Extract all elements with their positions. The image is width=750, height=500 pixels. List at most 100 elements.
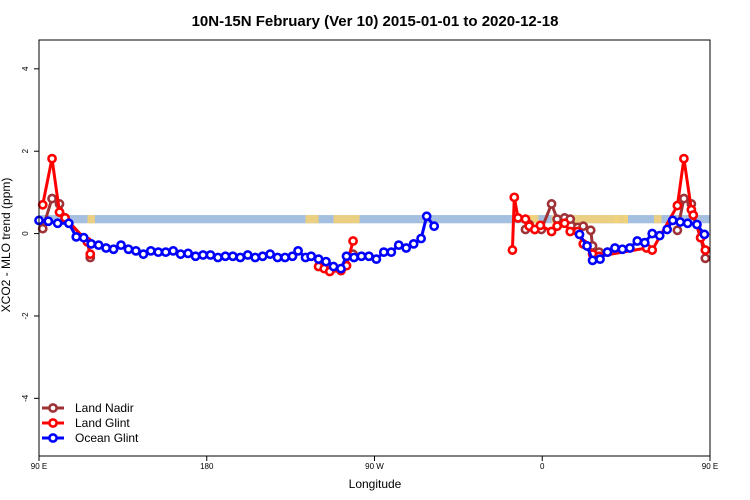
land-segment <box>654 215 662 224</box>
data-point <box>688 210 699 220</box>
land-segment <box>614 215 628 224</box>
data-point <box>43 216 54 227</box>
data-point <box>183 248 194 259</box>
y-tick-label: -4 <box>21 394 30 402</box>
legend-swatch-marker <box>48 403 58 413</box>
data-point <box>227 251 238 262</box>
data-point <box>356 251 367 262</box>
data-point <box>675 217 686 227</box>
x-tick-label: 90 E <box>31 462 47 471</box>
data-point <box>617 244 628 255</box>
data-point <box>507 245 518 255</box>
data-point <box>416 233 426 244</box>
data-point <box>198 250 208 260</box>
legend-entry: Ocean Glint <box>42 431 139 445</box>
data-point <box>348 236 358 246</box>
data-point <box>662 224 673 235</box>
legend-entry: Land Nadir <box>42 401 134 415</box>
data-point <box>546 199 557 209</box>
data-point <box>116 240 126 251</box>
data-point <box>287 251 298 262</box>
data-point <box>520 214 531 225</box>
data-point <box>63 218 74 229</box>
data-point <box>672 225 683 236</box>
legend-swatch-marker <box>48 433 58 443</box>
data-point <box>371 254 382 265</box>
data-point <box>595 254 605 265</box>
legend-label: Ocean Glint <box>75 431 139 445</box>
data-point <box>667 215 678 226</box>
y-tick-label: 4 <box>21 66 30 71</box>
data-point <box>349 252 359 263</box>
data-point <box>578 221 589 232</box>
y-tick-label: -2 <box>21 312 30 320</box>
data-point <box>321 256 331 267</box>
data-point <box>336 263 346 274</box>
data-point <box>559 218 570 229</box>
data-point <box>52 218 63 229</box>
data-point <box>160 247 171 258</box>
data-point <box>78 232 89 243</box>
data-point <box>408 238 419 249</box>
data-point <box>700 253 711 264</box>
data-point <box>624 243 635 253</box>
data-point <box>131 245 141 256</box>
data-point <box>546 226 557 237</box>
data-point <box>47 153 57 164</box>
data-point <box>513 213 523 223</box>
data-point <box>235 252 246 263</box>
x-axis: 90 E 180 90 W 0 90 E <box>31 456 718 471</box>
data-point <box>582 241 592 251</box>
data-point <box>639 237 650 248</box>
y-tick-label: 0 <box>21 231 30 236</box>
series-ocean-glint <box>34 211 710 274</box>
legend-entry: Land Glint <box>42 416 130 430</box>
x-tick-label: 180 <box>200 462 214 471</box>
data-point <box>654 230 665 241</box>
series-layer <box>34 153 711 277</box>
reference-band <box>39 215 710 224</box>
data-point <box>647 245 658 255</box>
data-point <box>328 261 339 272</box>
data-point <box>587 255 598 266</box>
y-axis-label: XCO2 - MLO trend (ppm) <box>0 178 13 313</box>
data-point <box>54 207 65 218</box>
data-point <box>257 251 268 262</box>
data-point <box>293 245 303 256</box>
data-point <box>535 220 546 231</box>
y-axis: -4 -2 0 2 4 <box>21 66 39 402</box>
data-point <box>509 192 520 203</box>
data-point <box>37 223 48 234</box>
data-point <box>168 245 179 256</box>
data-point <box>190 251 201 262</box>
data-point <box>145 245 156 256</box>
land-segment <box>624 215 628 224</box>
data-point <box>242 250 253 260</box>
data-point <box>565 226 576 237</box>
data-point <box>692 219 702 230</box>
data-point <box>602 247 613 258</box>
x-tick-label: 90 W <box>365 462 384 471</box>
data-point <box>574 229 585 240</box>
data-point <box>86 238 97 249</box>
data-point <box>585 225 596 236</box>
data-point <box>93 240 104 251</box>
data-point <box>421 211 432 222</box>
data-point <box>682 218 693 229</box>
data-point <box>386 247 397 258</box>
legend-swatch-marker <box>48 418 58 428</box>
data-point <box>401 243 412 253</box>
data-point <box>175 249 186 260</box>
land-segment <box>527 215 535 224</box>
data-point <box>123 244 134 255</box>
land-segment <box>551 215 619 224</box>
x-axis-label: Longitude <box>349 477 402 491</box>
data-point <box>672 200 683 211</box>
data-point <box>306 251 317 262</box>
data-point <box>313 254 324 265</box>
data-point <box>272 252 283 263</box>
y-tick-label: 2 <box>21 148 30 153</box>
data-point <box>679 153 689 164</box>
data-point <box>552 221 563 232</box>
